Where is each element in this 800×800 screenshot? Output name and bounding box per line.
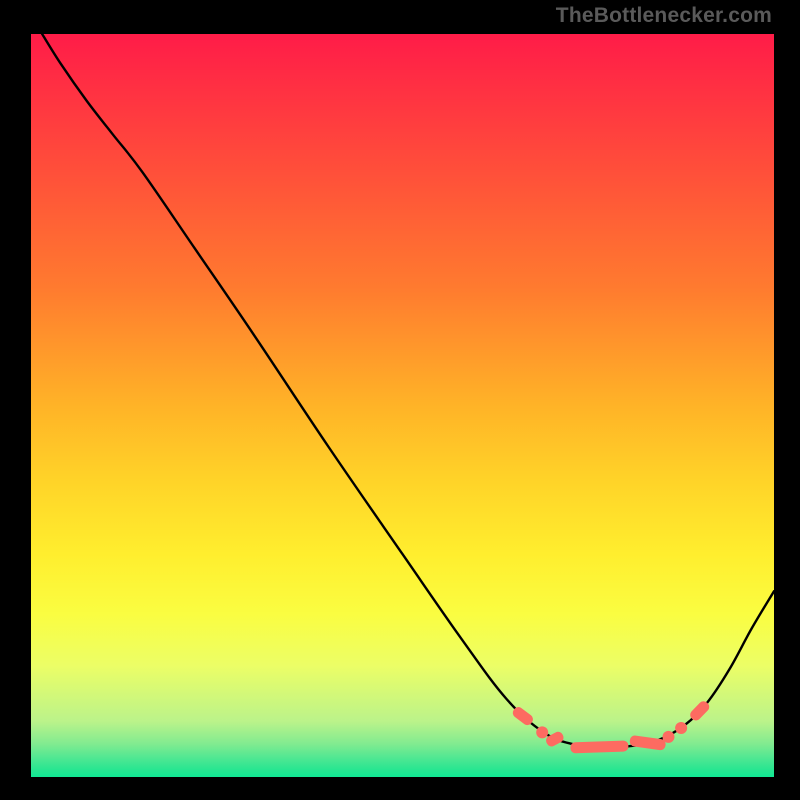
marker-segment (570, 740, 628, 753)
chart-container: TheBottlenecker.com (0, 0, 800, 800)
marker-dot (675, 722, 687, 734)
bottleneck-curve-chart (0, 0, 800, 800)
marker-dot (536, 726, 548, 738)
gradient-background (31, 34, 774, 777)
marker-dot (662, 731, 674, 743)
